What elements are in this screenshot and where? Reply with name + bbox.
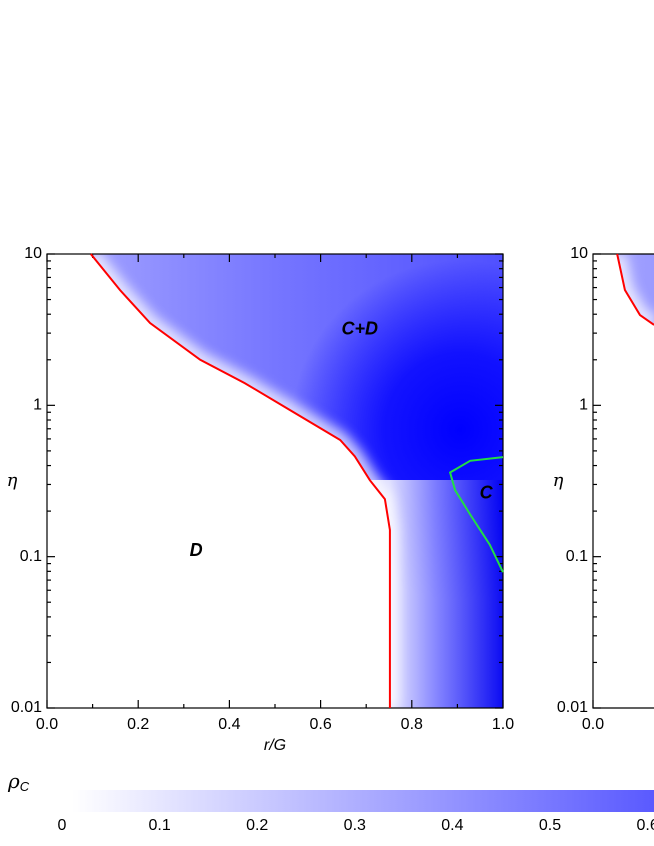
colorbar-tick-label: 0.5 (539, 817, 561, 834)
y-tick-label: 0.1 (566, 548, 588, 565)
colorbar-tick-label: 0.1 (148, 817, 170, 834)
y-tick-label: 1 (33, 397, 42, 414)
x-tick-label: 0.6 (309, 716, 331, 733)
colorbar-label: ρC (7, 769, 30, 795)
x-tick-label: 0.2 (127, 716, 149, 733)
y-axis-label: η (7, 470, 18, 491)
boundary-line (448, 456, 504, 573)
colorbar (72, 790, 654, 812)
heatmap (90, 254, 503, 708)
boundary-line (616, 253, 654, 326)
colorbar-tick-label: 0.3 (344, 817, 366, 834)
boundary-line (89, 253, 391, 708)
x-tick-label: 0.8 (401, 716, 423, 733)
y-axis-label: η (553, 470, 564, 491)
region-label: C+D (342, 319, 379, 339)
y-tick-label: 10 (24, 245, 42, 262)
y-tick-label: 0.01 (11, 699, 42, 716)
region-label: C (480, 483, 494, 503)
y-tick-label: 0.01 (557, 699, 588, 716)
colorbar-tick-label: 0.6 (636, 817, 654, 834)
y-tick-label: 0.1 (20, 548, 42, 565)
panel: 0.01 0.1 1 10 0.0 0.2 0.4 0.6 0.8 1.0 C+D C Dr/G η (7, 245, 515, 754)
x-tick-label: 0.0 (36, 716, 58, 733)
x-axis-label: r/G (264, 737, 286, 754)
y-tick-label: 10 (570, 245, 588, 262)
heatmap (617, 254, 654, 325)
y-tick-label: 1 (579, 397, 588, 414)
colorbar-tick-label: 0.4 (441, 817, 463, 834)
colorbar-label-main: ρ (7, 769, 20, 793)
heatmap-low (90, 480, 503, 708)
colorbar-tick-label: 0 (58, 817, 67, 834)
x-tick-label: 0.0 (582, 716, 604, 733)
colorbar-label-sub: C (20, 779, 30, 794)
x-tick-label: 0.4 (218, 716, 240, 733)
region-label: D (190, 540, 203, 560)
axes-frame (592, 253, 654, 709)
x-tick-label: 1.0 (492, 716, 514, 733)
panel: 0.01 0.1 1 10 0.0 η (553, 245, 654, 733)
heatmap-base (617, 254, 654, 325)
colorbar-tick-label: 0.2 (246, 817, 268, 834)
